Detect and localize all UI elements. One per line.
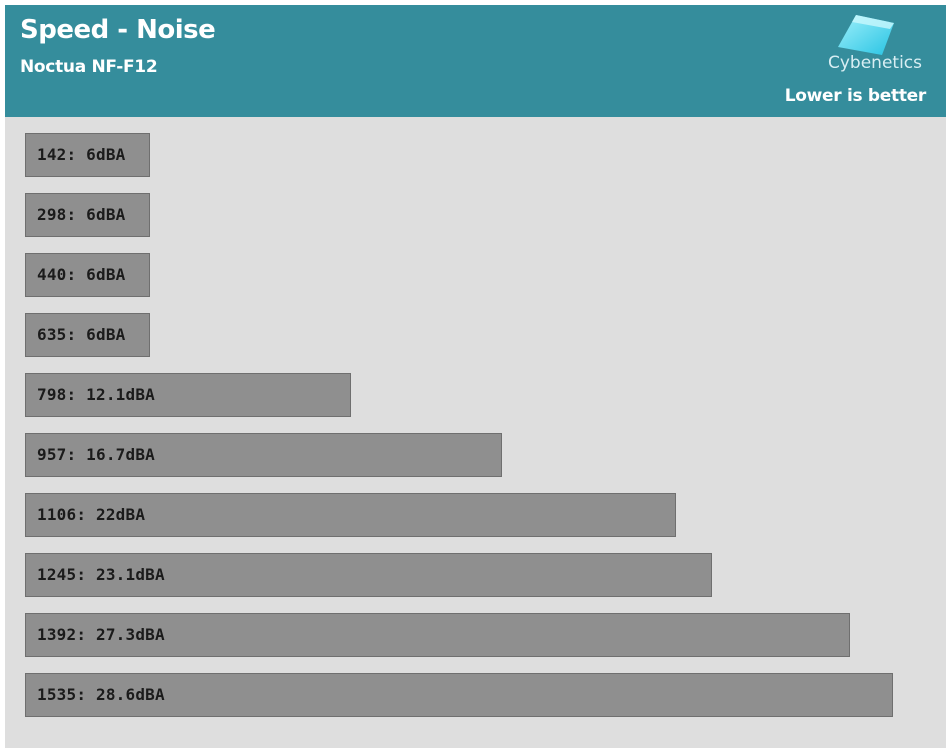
- bar-label-440: 440: 6dBA: [37, 265, 126, 284]
- bar-label-1245: 1245: 23.1dBA: [37, 565, 165, 584]
- bar-440: 440: 6dBA: [25, 253, 150, 297]
- bar-label-1392: 1392: 27.3dBA: [37, 625, 165, 644]
- bar-area: 142: 6dBA 298: 6dBA 440: 6dBA 635: 6dBA 798:…: [25, 133, 925, 723]
- bar-1106: 1106: 22dBA: [25, 493, 676, 537]
- bar-1535: 1535: 28.6dBA: [25, 673, 893, 717]
- bar-635: 635: 6dBA: [25, 313, 150, 357]
- chart-header: Speed - Noise Noctua NF-F12 Cybenetics L…: [5, 5, 946, 117]
- bar-label-1106: 1106: 22dBA: [37, 505, 146, 524]
- chart-subtitle: Noctua NF-F12: [20, 57, 158, 77]
- chart-title: Speed - Noise: [20, 15, 216, 45]
- bar-142: 142: 6dBA: [25, 133, 150, 177]
- bar-label-635: 635: 6dBA: [37, 325, 126, 344]
- bar-298: 298: 6dBA: [25, 193, 150, 237]
- bar-label-798: 798: 12.1dBA: [37, 385, 155, 404]
- chart-frame: Speed - Noise Noctua NF-F12 Cybenetics L…: [5, 5, 946, 748]
- bar-label-957: 957: 16.7dBA: [37, 445, 155, 464]
- lower-is-better-note: Lower is better: [784, 86, 927, 106]
- cube-logo-icon: [838, 15, 894, 55]
- bar-label-142: 142: 6dBA: [37, 145, 126, 164]
- brand-name: Cybenetics: [827, 53, 922, 73]
- bar-label-298: 298: 6dBA: [37, 205, 126, 224]
- bar-1392: 1392: 27.3dBA: [25, 613, 850, 657]
- bar-label-1535: 1535: 28.6dBA: [37, 685, 165, 704]
- bar-957: 957: 16.7dBA: [25, 433, 502, 477]
- bar-798: 798: 12.1dBA: [25, 373, 351, 417]
- bar-1245: 1245: 23.1dBA: [25, 553, 712, 597]
- brand-logo: Cybenetics: [820, 13, 930, 79]
